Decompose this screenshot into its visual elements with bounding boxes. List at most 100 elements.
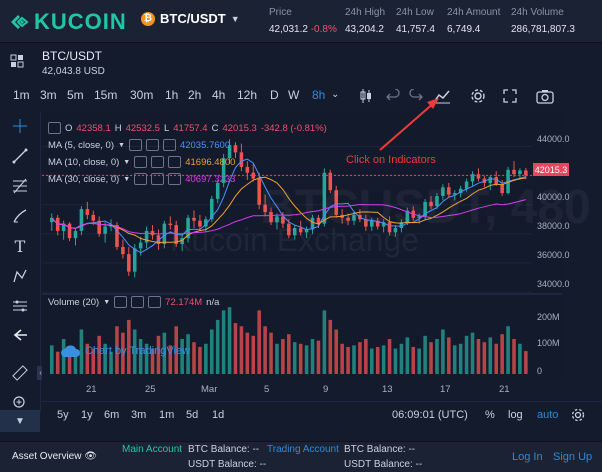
trading-btc-balance: BTC Balance: --: [344, 444, 416, 455]
kucoin-logo-icon: [11, 15, 29, 29]
x-tick: 25: [145, 384, 156, 395]
candle: [127, 254, 131, 272]
candle: [281, 216, 285, 224]
chart-watermark-symbol: BTCUSDT, 480: [260, 181, 591, 234]
candle: [322, 172, 327, 224]
timeframe-8h[interactable]: 8h: [312, 88, 326, 102]
fullscreen-icon[interactable]: [500, 86, 520, 106]
layout-grid-icon[interactable]: [10, 54, 24, 73]
pattern-tool-icon[interactable]: [8, 265, 32, 287]
volume-bar: [115, 326, 119, 374]
redo-icon[interactable]: [406, 86, 426, 106]
timeframe-W[interactable]: W: [288, 88, 300, 102]
volume-legend[interactable]: Volume (20) ▼ 72.174M n/a: [48, 296, 220, 308]
auto-toggle[interactable]: auto: [537, 409, 559, 421]
scroll-left-handle[interactable]: ‹: [37, 366, 44, 380]
fib-tool-icon[interactable]: [8, 175, 32, 197]
candle: [221, 158, 226, 183]
zoom-in-icon[interactable]: [8, 392, 32, 414]
settings-icon: [151, 173, 165, 185]
volume-bar: [50, 345, 54, 374]
text-tool-icon[interactable]: T: [14, 236, 26, 256]
eye-icon: [134, 156, 148, 168]
brush-icon[interactable]: [8, 205, 32, 227]
percent-toggle[interactable]: %: [485, 409, 495, 421]
eye-icon[interactable]: 👁: [84, 451, 97, 462]
settings-icon: [151, 156, 165, 168]
timeframe-3m[interactable]: 3m: [40, 88, 57, 102]
volume-bar: [441, 329, 445, 374]
range-5y[interactable]: 5y: [57, 409, 69, 421]
camera-icon[interactable]: [535, 86, 555, 106]
candle: [310, 217, 315, 230]
ma10-line: [51, 176, 526, 244]
timeframe-12h[interactable]: 12h: [237, 88, 258, 102]
range-1y[interactable]: 1y: [81, 409, 93, 421]
chart-pair-price: 42,043.8 USD: [42, 66, 105, 77]
trading-account-link[interactable]: Trading Account: [267, 444, 339, 455]
timeframe-1m[interactable]: 1m: [13, 88, 30, 102]
range-5d[interactable]: 5d: [186, 409, 199, 421]
range-6m[interactable]: 6m: [104, 409, 120, 421]
tradingview-badge[interactable]: Chart by TradingView: [60, 344, 190, 358]
timeframe-1h[interactable]: 1h: [165, 88, 179, 102]
candle: [464, 181, 469, 189]
chart-toolbar: [0, 82, 602, 110]
timeframe-5m[interactable]: 5m: [67, 88, 84, 102]
candle: [334, 190, 338, 215]
volume-bar: [210, 329, 214, 374]
candle-style-icon[interactable]: [356, 86, 376, 106]
kucoin-logo[interactable]: KUCOIN: [8, 9, 127, 35]
candle: [257, 178, 261, 205]
range-3m[interactable]: 3m: [131, 409, 147, 421]
volume-bar: [340, 343, 344, 374]
volume-bar: [144, 343, 149, 374]
chart-canvas[interactable]: [42, 112, 562, 402]
timeframe-2h[interactable]: 2h: [188, 88, 202, 102]
main-account-link[interactable]: Main Account: [122, 444, 183, 455]
candle: [435, 196, 439, 207]
settings-gear-icon[interactable]: [571, 408, 585, 427]
trend-line-icon[interactable]: [8, 145, 32, 167]
undo-icon[interactable]: [383, 86, 403, 106]
x-tick: Mar: [201, 384, 218, 395]
chart-pair-title: BTC/USDT: [42, 49, 102, 63]
candle: [233, 145, 238, 153]
collapse-toolbar-button[interactable]: ▼: [0, 410, 40, 432]
volume-bar: [518, 343, 522, 374]
volume-bar: [506, 326, 510, 374]
ma10-legend[interactable]: MA (10, close, 0) ▼ 41696.4800: [48, 156, 236, 168]
candle: [210, 198, 214, 220]
volume-bar: [447, 337, 451, 374]
collapse-legend-icon[interactable]: [48, 122, 61, 134]
candle: [476, 174, 481, 179]
back-arrow-icon[interactable]: [8, 324, 32, 346]
signup-link[interactable]: Sign Up: [553, 451, 593, 463]
login-link[interactable]: Log In: [512, 451, 543, 463]
candle: [364, 219, 368, 227]
ma5-legend[interactable]: MA (5, close, 0) ▼ 42035.7600: [48, 139, 231, 151]
range-1m[interactable]: 1m: [159, 409, 175, 421]
timeframe-dropdown-icon[interactable]: ⌄: [331, 89, 340, 100]
crosshair-icon[interactable]: [8, 115, 32, 137]
pair-selector[interactable]: ₿ BTC/USDT ▼: [141, 11, 240, 26]
ruler-icon[interactable]: [8, 362, 32, 384]
candle: [512, 169, 516, 175]
asset-overview[interactable]: Asset Overview 👁: [12, 451, 97, 462]
settings-gear-icon[interactable]: [468, 86, 488, 106]
timeframe-4h[interactable]: 4h: [212, 88, 226, 102]
volume-bar: [121, 332, 125, 374]
indicators-icon[interactable]: [432, 86, 452, 106]
timeframe-D[interactable]: D: [270, 88, 279, 102]
candle: [524, 170, 528, 176]
timeframe-30m[interactable]: 30m: [130, 88, 154, 102]
ma30-legend[interactable]: MA (30, close, 0) ▼ 40697.3233: [48, 173, 236, 185]
measure-tool-icon[interactable]: [8, 295, 32, 317]
log-toggle[interactable]: log: [508, 409, 523, 421]
candle: [61, 223, 66, 231]
timeframe-15m[interactable]: 15m: [94, 88, 118, 102]
candle: [405, 210, 410, 223]
candle: [85, 209, 90, 215]
range-1d[interactable]: 1d: [212, 409, 225, 421]
volume-bar: [381, 345, 386, 374]
